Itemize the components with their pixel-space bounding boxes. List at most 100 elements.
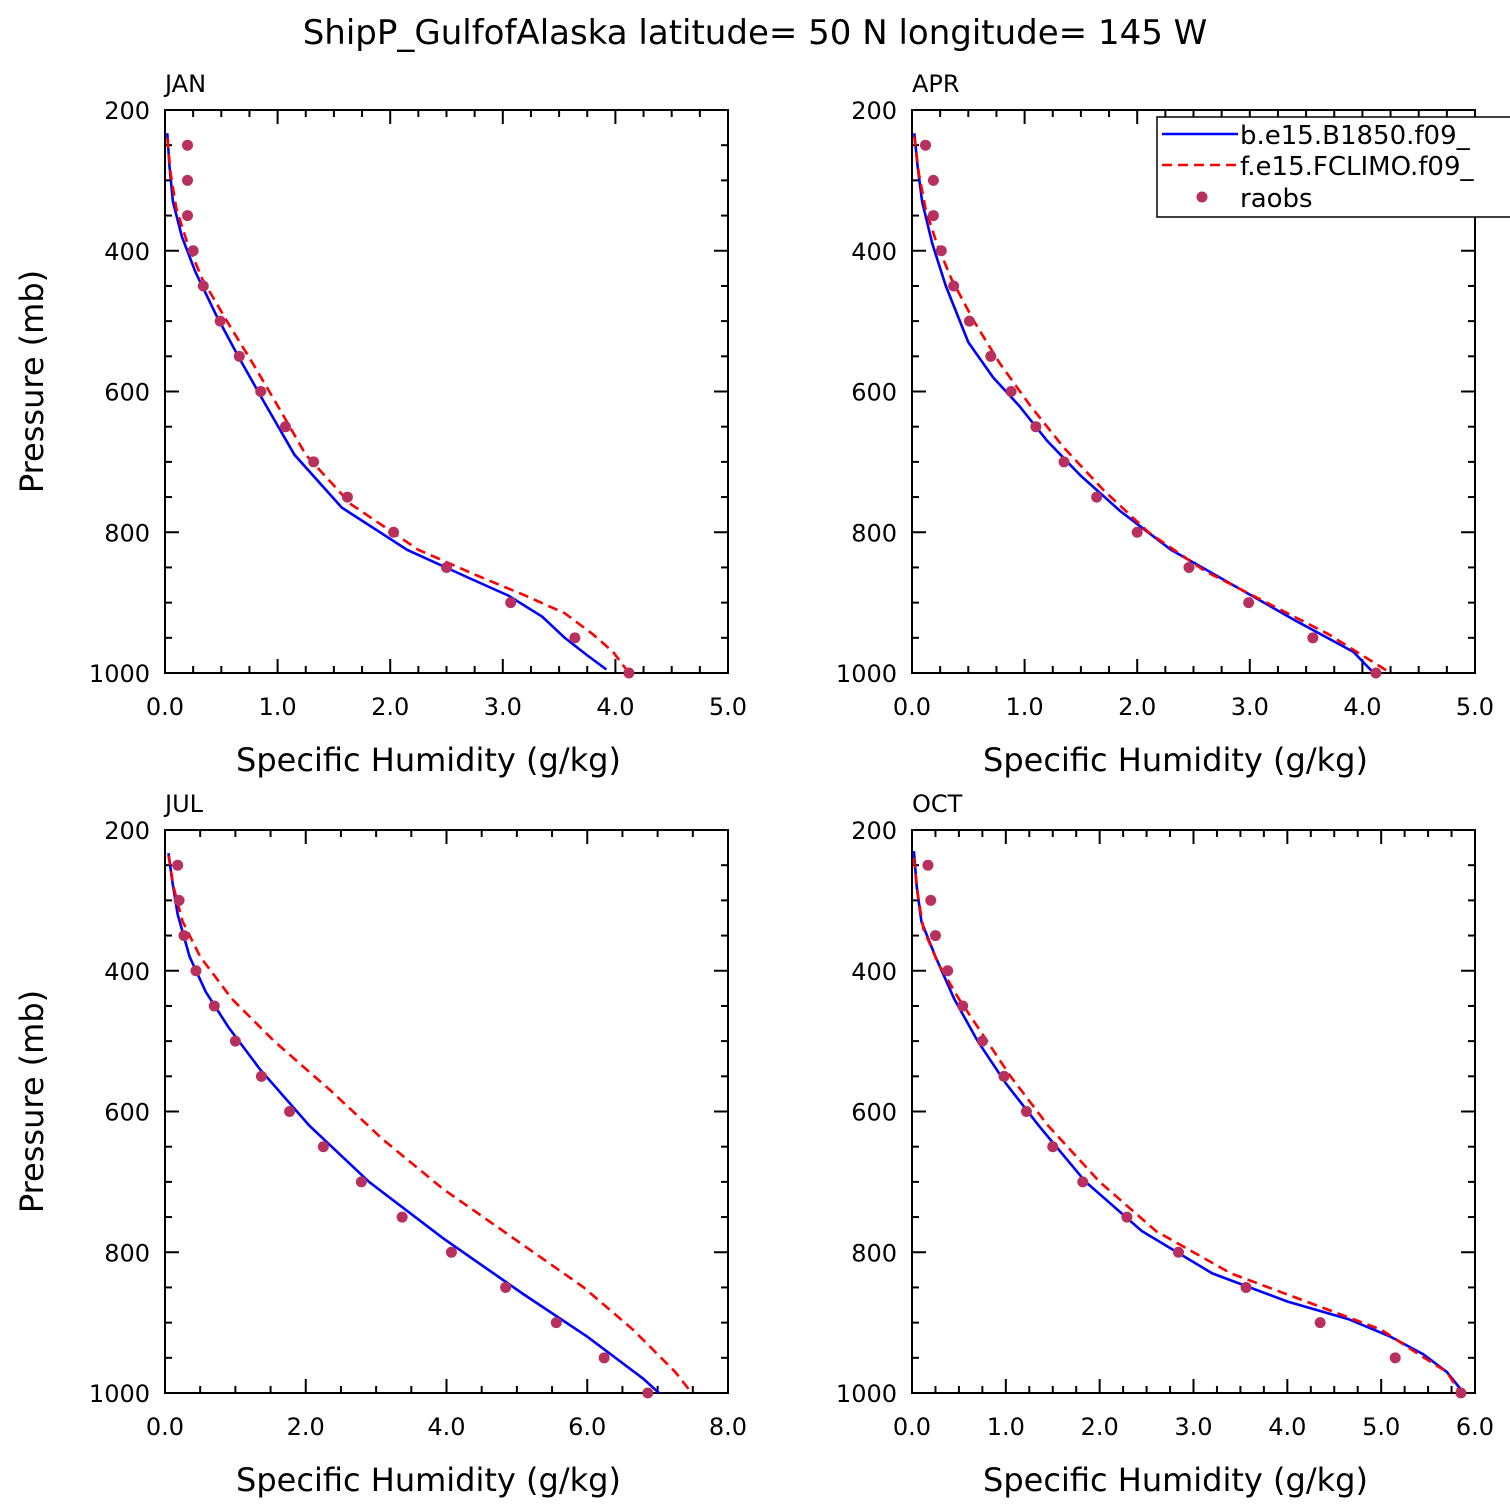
raobs-point [1183, 561, 1195, 573]
raobs-point [284, 1106, 296, 1117]
raobs-point [214, 315, 226, 327]
series-line-f-e15-fclimo [912, 857, 1460, 1391]
y-tick-label: 800 [851, 1239, 897, 1267]
y-tick-label: 400 [104, 958, 150, 986]
raobs-point [173, 894, 185, 906]
x-tick-label: 5.0 [709, 693, 747, 721]
raobs-point [1389, 1352, 1401, 1364]
raobs-point [1243, 597, 1255, 609]
series-line-b-e15-b1850 [912, 850, 1462, 1391]
raobs-point [1314, 1317, 1326, 1329]
panel-label: OCT [912, 790, 963, 818]
panel-label: JAN [163, 70, 206, 98]
raobs-point [642, 1387, 654, 1399]
raobs-point [598, 1352, 610, 1364]
ticks [911, 829, 1476, 1394]
y-tick-label: 200 [104, 817, 150, 845]
raobs-point [1240, 1281, 1252, 1293]
x-tick-label: 0.0 [893, 693, 931, 721]
raobs-point [317, 1141, 329, 1153]
x-tick-label: 0.0 [146, 1413, 184, 1441]
y-tick-label: 800 [851, 519, 897, 547]
raobs-point [1058, 456, 1070, 468]
x-tick-label: 1.0 [259, 693, 297, 721]
raobs-point [308, 456, 320, 468]
panel-label: JUL [163, 790, 204, 818]
raobs-point [569, 632, 581, 644]
series-line-f-e15-fclimo [166, 138, 630, 673]
raobs-point [187, 245, 199, 257]
chart-panel-jul: 0.0 2.0 4.0 6.0 8.0 200 400 600 800 1000 JUL Specif… [13, 790, 747, 1499]
legend: b.e15.B1850.f09_f.e15.FCLIMO.f09_raobs [1156, 116, 1510, 218]
raobs-point [927, 210, 939, 222]
chart-panel-jan: 0.0 1.0 2.0 3.0 4.0 5.0 200 400 600 800 1000 JAN Spe… [13, 70, 747, 779]
y-tick-label: 800 [104, 519, 150, 547]
x-axis-label: Specific Humidity (g/kg) [983, 1461, 1368, 1499]
series-line-f-e15-fclimo [913, 136, 1393, 673]
y-axis-label: Pressure (mb) [13, 270, 51, 493]
raobs-point [1172, 1246, 1184, 1258]
x-tick-label: 0.0 [893, 1413, 931, 1441]
raobs-point [1455, 1387, 1467, 1399]
raobs-point [233, 350, 245, 362]
chart-panel-apr: 0.0 1.0 2.0 3.0 4.0 5.0 200 400 600 800 1000 APR Spe… [836, 70, 1510, 779]
x-tick-label: 3.0 [1231, 693, 1269, 721]
raobs-point [1121, 1211, 1133, 1223]
raobs-point [1047, 1141, 1059, 1153]
panel-label: APR [912, 70, 960, 98]
raobs-point [341, 491, 353, 503]
plot-frame [164, 109, 729, 674]
raobs-point [505, 597, 517, 609]
x-tick-label: 6.0 [568, 1413, 606, 1441]
raobs-point [550, 1317, 562, 1329]
x-tick-label: 4.0 [427, 1413, 465, 1441]
raobs-point [927, 174, 939, 186]
raobs-point [182, 210, 194, 222]
raobs-point [178, 930, 190, 942]
raobs-point [172, 859, 184, 871]
x-tick-label: 5.0 [1456, 693, 1494, 721]
raobs-point [1005, 386, 1017, 397]
x-tick-label: 6.0 [1456, 1413, 1494, 1441]
series-raobs [172, 859, 654, 1399]
x-tick-label: 1.0 [987, 1413, 1025, 1441]
raobs-point [957, 1000, 969, 1012]
x-tick-label: 1.0 [1006, 693, 1044, 721]
raobs-point [208, 1000, 220, 1012]
y-tick-label: 200 [104, 97, 150, 125]
raobs-point [500, 1281, 512, 1293]
y-tick-label: 400 [851, 238, 897, 266]
raobs-point [922, 859, 934, 871]
y-tick-label: 400 [851, 958, 897, 986]
raobs-point [998, 1070, 1010, 1082]
chart-panel-oct: 0.0 1.0 2.0 3.0 4.0 5.0 6.0 200 400 600 800 1000 OCT… [836, 790, 1494, 1499]
y-tick-label: 1000 [89, 1380, 150, 1408]
x-tick-label: 5.0 [1362, 1413, 1400, 1441]
raobs-point [190, 965, 202, 977]
legend-entry: b.e15.B1850.f09_ [1240, 121, 1471, 151]
legend-marker [1196, 191, 1208, 203]
series-line-b-e15-b1850 [166, 133, 608, 671]
raobs-point [279, 421, 291, 433]
legend-entry: f.e15.FCLIMO.f09_ [1240, 152, 1474, 182]
x-tick-label: 3.0 [484, 693, 522, 721]
x-axis-label: Specific Humidity (g/kg) [236, 741, 621, 779]
raobs-point [396, 1211, 408, 1223]
raobs-point [197, 280, 209, 292]
x-tick-label: 0.0 [146, 693, 184, 721]
x-axis-label: Specific Humidity (g/kg) [983, 741, 1368, 779]
y-tick-label: 1000 [836, 1380, 897, 1408]
y-tick-label: 600 [104, 1099, 150, 1127]
x-tick-label: 2.0 [1081, 1413, 1119, 1441]
y-tick-label: 1000 [89, 660, 150, 688]
raobs-point [1370, 667, 1382, 679]
raobs-point [388, 526, 400, 538]
x-tick-label: 4.0 [1268, 1413, 1306, 1441]
x-axis-label: Specific Humidity (g/kg) [236, 1461, 621, 1499]
series-line-b-e15-b1850 [167, 853, 661, 1393]
y-tick-label: 200 [851, 817, 897, 845]
raobs-point [182, 174, 194, 186]
x-tick-label: 8.0 [709, 1413, 747, 1441]
ticks [164, 109, 729, 674]
ticks [164, 829, 729, 1394]
